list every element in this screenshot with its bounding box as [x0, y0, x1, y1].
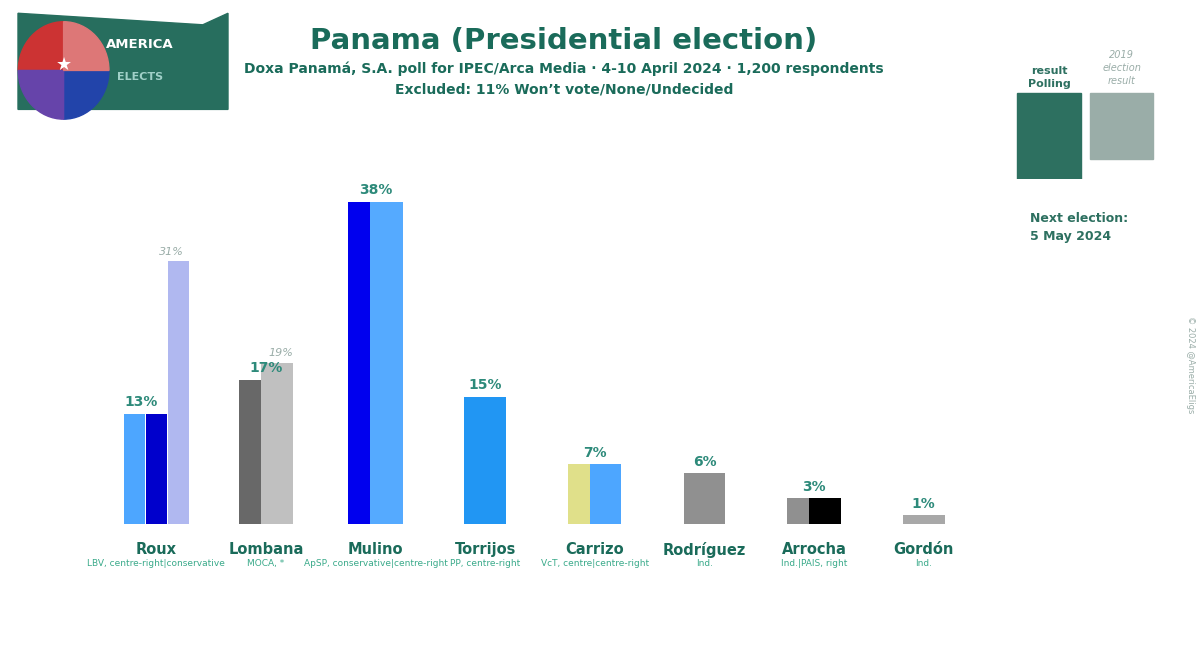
Text: result: result: [1108, 76, 1135, 86]
Polygon shape: [18, 13, 228, 109]
Text: Panama (Presidential election): Panama (Presidential election): [311, 27, 817, 54]
Bar: [810, 499, 841, 524]
Bar: [124, 414, 145, 524]
Bar: [348, 202, 382, 524]
Text: 1%: 1%: [912, 497, 936, 511]
Text: Polling: Polling: [1028, 79, 1070, 89]
Text: Lombana: Lombana: [228, 542, 304, 558]
Text: Gordón: Gordón: [894, 542, 954, 558]
Bar: [146, 414, 167, 524]
Text: AMERICA: AMERICA: [106, 38, 174, 50]
Bar: [370, 202, 403, 524]
Text: Arrocha: Arrocha: [781, 542, 846, 558]
Text: election: election: [1102, 63, 1141, 73]
Wedge shape: [64, 22, 109, 70]
Text: 31%: 31%: [160, 247, 185, 257]
Text: 17%: 17%: [250, 361, 283, 375]
Bar: [590, 464, 622, 524]
Text: Next election:
5 May 2024: Next election: 5 May 2024: [1030, 212, 1128, 243]
Text: 7%: 7%: [583, 446, 607, 460]
Text: result: result: [1031, 66, 1068, 76]
Bar: [569, 464, 600, 524]
Wedge shape: [64, 70, 109, 119]
Text: Torrijos: Torrijos: [455, 542, 516, 558]
Text: ★: ★: [55, 56, 72, 74]
Text: 15%: 15%: [468, 379, 502, 392]
Text: 19%: 19%: [269, 348, 293, 359]
Text: Ind.: Ind.: [696, 560, 713, 568]
Wedge shape: [18, 22, 64, 70]
Text: LBV, centre-right|conservative: LBV, centre-right|conservative: [88, 560, 226, 568]
Text: 6%: 6%: [692, 455, 716, 469]
Text: VcT, centre|centre-right: VcT, centre|centre-right: [541, 560, 649, 568]
Text: Carrizo: Carrizo: [565, 542, 624, 558]
Text: Roux: Roux: [136, 542, 176, 558]
Bar: [684, 473, 725, 524]
Bar: [787, 499, 818, 524]
Text: ApSP, conservative|centre-right: ApSP, conservative|centre-right: [304, 560, 448, 568]
Text: Doxa Panamá, S.A. poll for IPEC/Arca Media · 4-10 April 2024 · 1,200 respondents: Doxa Panamá, S.A. poll for IPEC/Arca Med…: [244, 62, 884, 76]
Text: © 2024 @AmericaEligs: © 2024 @AmericaEligs: [1186, 316, 1195, 413]
Bar: [1018, 93, 1081, 179]
Text: Excluded: 11% Won’t vote/None/Undecided: Excluded: 11% Won’t vote/None/Undecided: [395, 83, 733, 97]
Text: Ind.|PAIS, right: Ind.|PAIS, right: [781, 560, 847, 568]
Text: Ind.: Ind.: [916, 560, 932, 568]
Text: Mulino: Mulino: [348, 542, 403, 558]
Text: ELECTS: ELECTS: [116, 72, 163, 82]
Bar: [239, 380, 270, 524]
Text: 3%: 3%: [803, 480, 826, 494]
Text: MOCA, *: MOCA, *: [247, 560, 284, 568]
Bar: [1090, 93, 1153, 159]
Bar: [168, 261, 188, 524]
Text: Rodríguez: Rodríguez: [662, 542, 746, 558]
Text: PP, centre-right: PP, centre-right: [450, 560, 521, 568]
Text: 13%: 13%: [124, 395, 157, 409]
Wedge shape: [18, 70, 64, 119]
Bar: [262, 363, 293, 524]
Text: 2019: 2019: [1109, 50, 1134, 60]
Bar: [902, 515, 944, 524]
Bar: [464, 396, 506, 524]
Text: 38%: 38%: [359, 183, 392, 198]
